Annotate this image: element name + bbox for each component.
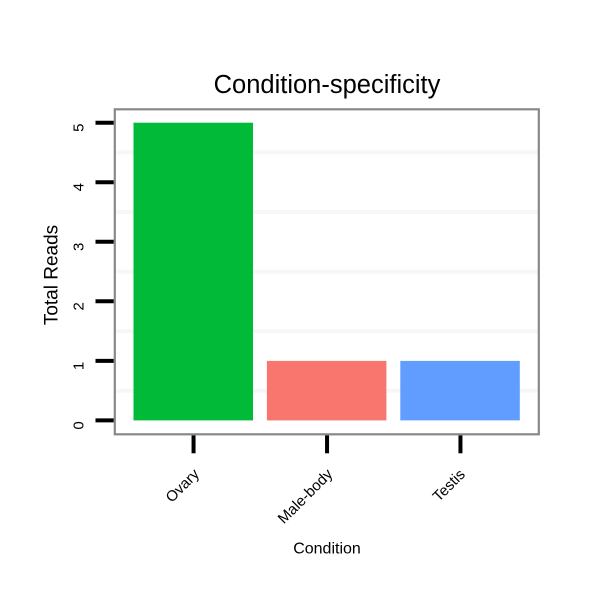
svg-text:3: 3 bbox=[70, 243, 87, 251]
svg-text:1: 1 bbox=[70, 362, 87, 370]
svg-text:5: 5 bbox=[70, 124, 87, 132]
svg-text:2: 2 bbox=[70, 302, 87, 310]
svg-text:Condition: Condition bbox=[293, 541, 361, 558]
svg-text:Total Reads: Total Reads bbox=[42, 225, 63, 325]
svg-text:Condition-specificity: Condition-specificity bbox=[214, 71, 441, 99]
svg-text:0: 0 bbox=[70, 421, 87, 429]
svg-text:4: 4 bbox=[70, 183, 87, 191]
